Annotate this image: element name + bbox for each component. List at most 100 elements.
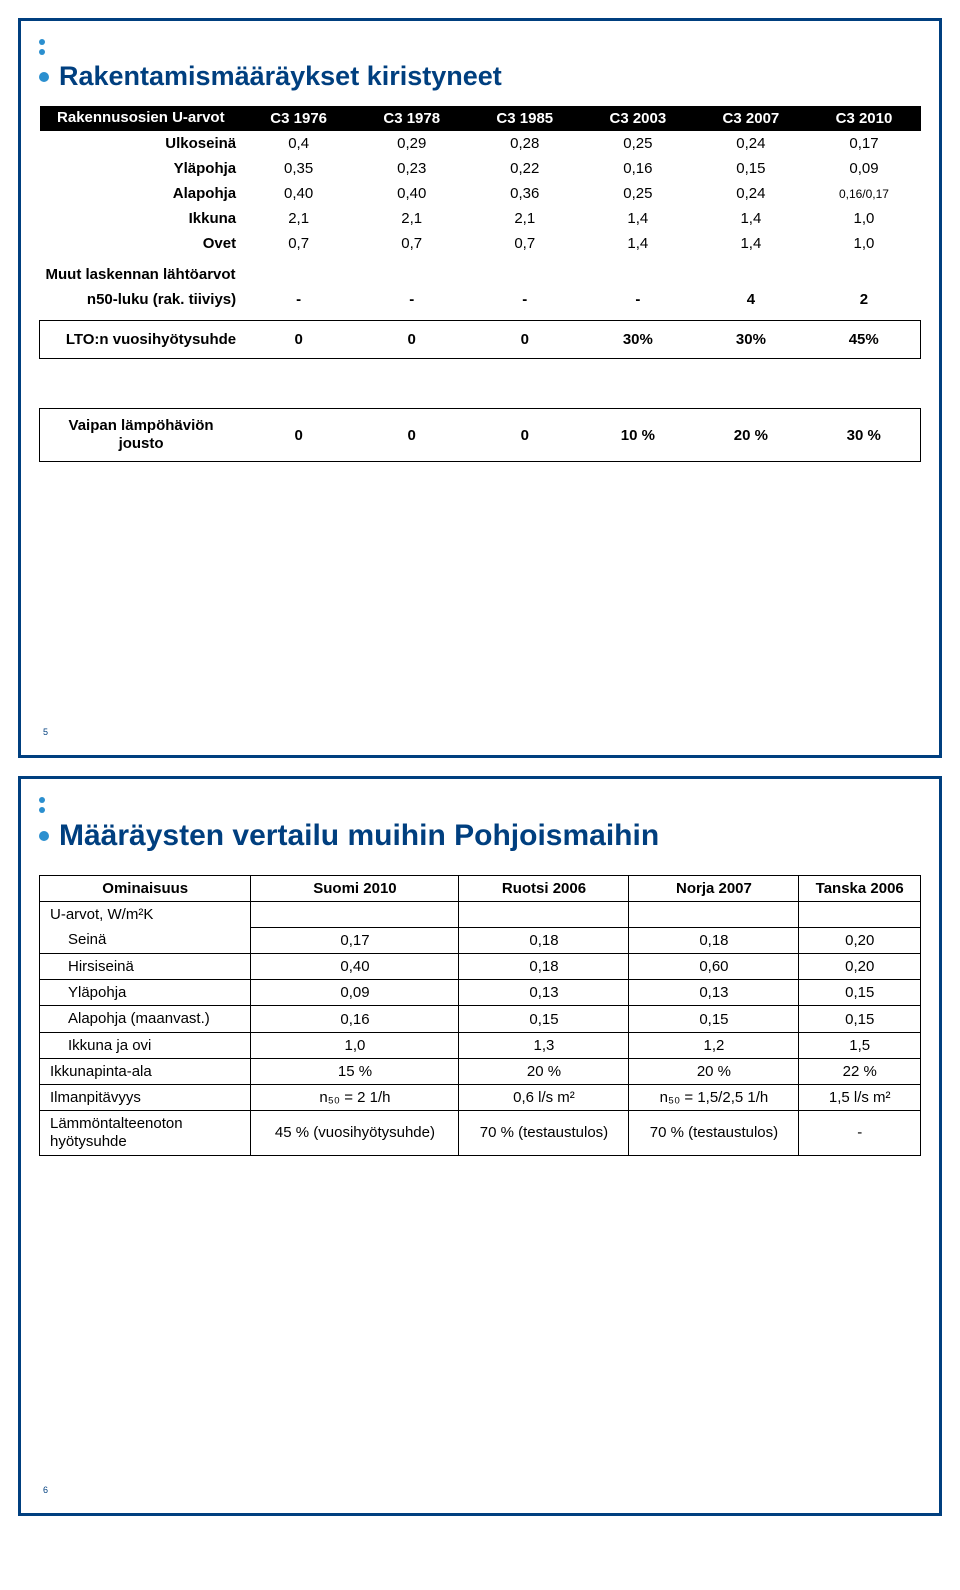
cell: 0,09: [251, 979, 459, 1005]
cell: 1,2: [629, 1032, 799, 1058]
cell: 1,5 l/s m²: [799, 1084, 921, 1110]
cell: 45 % (vuosihyötysuhde): [251, 1110, 459, 1155]
row-label: Ikkuna: [40, 206, 243, 231]
slide-1: Rakentamismääräykset kiristyneet Rakennu…: [18, 18, 942, 758]
dot-icon: [39, 39, 45, 45]
cell: 0,13: [459, 979, 629, 1005]
nordic-table: Ominaisuus Suomi 2010 Ruotsi 2006 Norja …: [39, 875, 921, 1156]
cell: 0,4: [242, 131, 355, 156]
cell: 0,18: [459, 953, 629, 979]
cell: 0,22: [468, 156, 581, 181]
col-header: Norja 2007: [629, 876, 799, 902]
table-row: n50-luku (rak. tiiviys)----42: [40, 287, 921, 312]
row-label: Ikkuna ja ovi: [40, 1032, 251, 1058]
cell: 0: [242, 321, 355, 359]
cell: 10 %: [581, 409, 694, 462]
table-row: Ulkoseinä0,40,290,280,250,240,17: [40, 131, 921, 156]
cell: 1,4: [581, 206, 694, 231]
decorative-dots: [39, 39, 921, 55]
cell: 70 % (testaustulos): [459, 1110, 629, 1155]
cell: -: [242, 287, 355, 312]
table-row: Ilmanpitävyysn₅₀ = 2 1/h0,6 l/s m²n₅₀ = …: [40, 1084, 921, 1110]
spacer-row: [40, 312, 921, 321]
cell: 1,4: [694, 231, 807, 256]
cell: 0,15: [459, 1005, 629, 1032]
cell: 0,15: [799, 979, 921, 1005]
col-header: C3 2010: [807, 106, 920, 131]
cell: 0,28: [468, 131, 581, 156]
col-header: Rakennusosien U-arvot: [40, 106, 243, 131]
table-row: Yläpohja0,350,230,220,160,150,09: [40, 156, 921, 181]
section-label: Muut laskennan lähtöarvot: [40, 256, 921, 287]
page-number: 5: [43, 727, 48, 737]
cell: 20 %: [629, 1058, 799, 1084]
cell: 0,15: [629, 1005, 799, 1032]
cell: 0,17: [807, 131, 920, 156]
table-row: Yläpohja0,090,130,130,15: [40, 979, 921, 1005]
decorative-dots: [39, 797, 921, 813]
row-label: Ovet: [40, 231, 243, 256]
row-label: Alapohja: [40, 181, 243, 206]
col-header: C3 2003: [581, 106, 694, 131]
cell: 2,1: [468, 206, 581, 231]
cell: 22 %: [799, 1058, 921, 1084]
col-header: Suomi 2010: [251, 876, 459, 902]
cell: -: [581, 287, 694, 312]
dot-icon: [39, 807, 45, 813]
title-dot-icon: [39, 72, 49, 82]
cell: 15 %: [251, 1058, 459, 1084]
row-label: n50-luku (rak. tiiviys): [40, 287, 243, 312]
table-row: Alapohja0,400,400,360,250,240,16/0,17: [40, 181, 921, 206]
cell: 2: [807, 287, 920, 312]
cell: 0,18: [459, 927, 629, 953]
cell: 70 % (testaustulos): [629, 1110, 799, 1155]
cell: 0: [242, 409, 355, 462]
cell: -: [468, 287, 581, 312]
cell: 0,35: [242, 156, 355, 181]
slide-title: Määräysten vertailu muihin Pohjoismaihin: [59, 819, 659, 853]
table-row: Alapohja (maanvast.)0,160,150,150,15: [40, 1005, 921, 1032]
cell: 0,40: [355, 181, 468, 206]
col-header: Ruotsi 2006: [459, 876, 629, 902]
cell: 0: [355, 321, 468, 359]
cell: 0,24: [694, 131, 807, 156]
section-row: Muut laskennan lähtöarvot: [40, 256, 921, 287]
row-label: Yläpohja: [40, 156, 243, 181]
cell: 0,6 l/s m²: [459, 1084, 629, 1110]
page-number: 6: [43, 1485, 48, 1495]
table-row: Ikkuna2,12,12,11,41,41,0: [40, 206, 921, 231]
table-row: Ikkunapinta-ala15 %20 %20 %22 %: [40, 1058, 921, 1084]
col-header: C3 1978: [355, 106, 468, 131]
col-header: C3 1976: [242, 106, 355, 131]
cell: 4: [694, 287, 807, 312]
row-label: Vaipan lämpöhäviön jousto: [40, 409, 243, 462]
table-row: Hirsiseinä0,400,180,600,20: [40, 953, 921, 979]
cell: 2,1: [355, 206, 468, 231]
cell: 30%: [694, 321, 807, 359]
cell: 0,29: [355, 131, 468, 156]
cell: 1,5: [799, 1032, 921, 1058]
cell: 0,23: [355, 156, 468, 181]
cell: 0,24: [694, 181, 807, 206]
cell: 0,15: [799, 1005, 921, 1032]
cell: 0,13: [629, 979, 799, 1005]
cell: 0,20: [799, 953, 921, 979]
cell: 0,15: [694, 156, 807, 181]
cell: 0,36: [468, 181, 581, 206]
cell: 2,1: [242, 206, 355, 231]
cell: 0,25: [581, 181, 694, 206]
cell: 1,0: [251, 1032, 459, 1058]
dot-icon: [39, 797, 45, 803]
table-row: Vaipan lämpöhäviön jousto00010 %20 %30 %: [40, 409, 921, 462]
slide-2: Määräysten vertailu muihin Pohjoismaihin…: [18, 776, 942, 1516]
table-row: Ikkuna ja ovi1,01,31,21,5: [40, 1032, 921, 1058]
cell: 0,7: [355, 231, 468, 256]
spacer-row: [40, 359, 921, 409]
cell: 0,20: [799, 927, 921, 953]
row-label: Hirsiseinä: [40, 953, 251, 979]
slide-title: Rakentamismääräykset kiristyneet: [59, 61, 502, 92]
table-row: Ovet0,70,70,71,41,41,0: [40, 231, 921, 256]
cell: 1,4: [581, 231, 694, 256]
cell: 0,7: [242, 231, 355, 256]
cell: 0,40: [242, 181, 355, 206]
